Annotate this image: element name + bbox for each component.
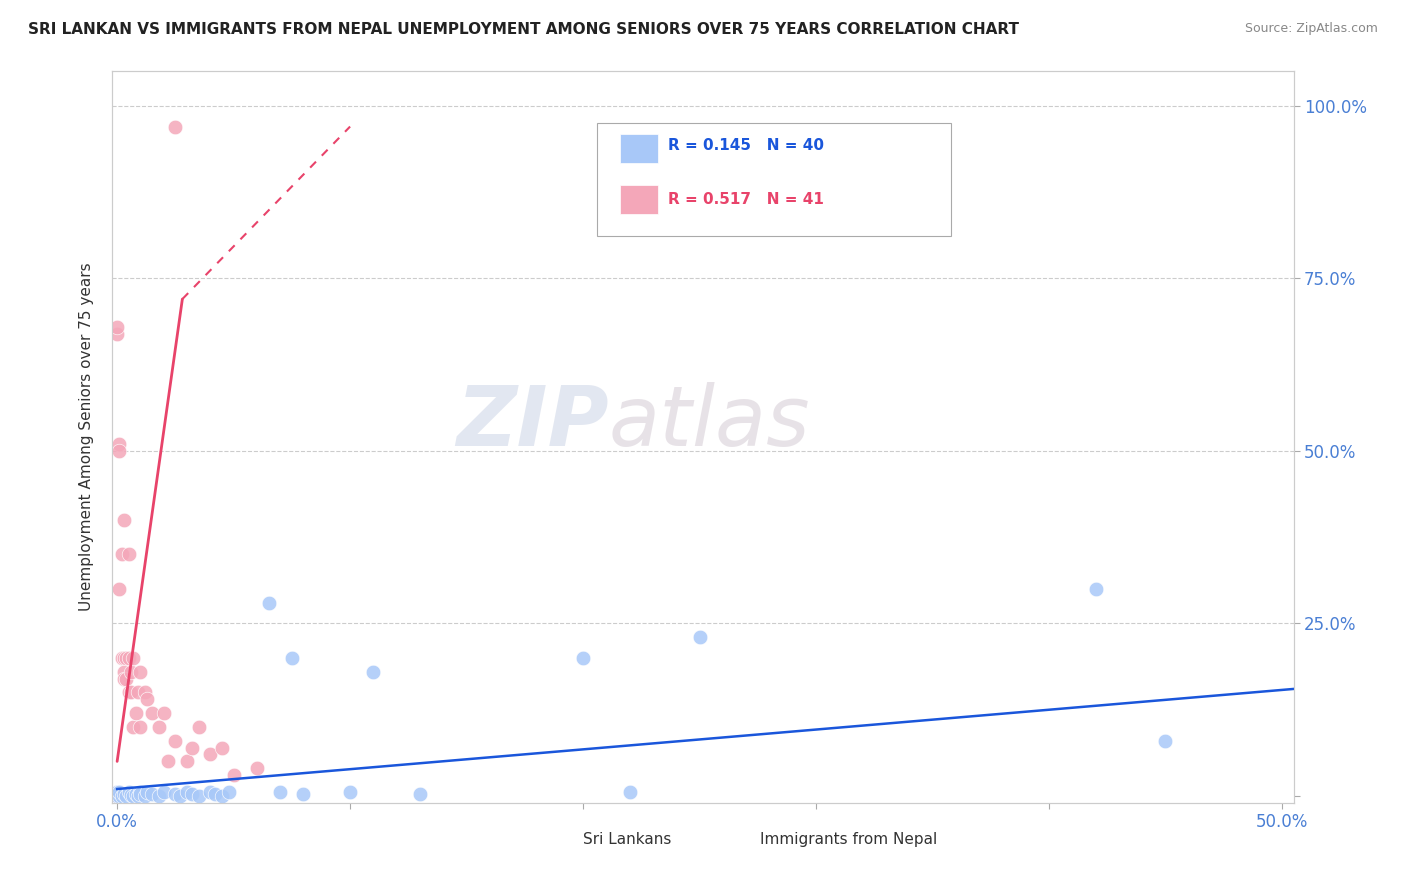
Text: R = 0.517   N = 41: R = 0.517 N = 41	[668, 192, 824, 207]
Point	[134, 685, 156, 699]
Point	[112, 513, 135, 527]
Text: ZIP: ZIP	[456, 382, 609, 463]
Point	[292, 787, 315, 801]
Point	[689, 630, 711, 644]
Point	[363, 665, 385, 679]
Point	[108, 789, 131, 803]
Text: Sri Lankans: Sri Lankans	[582, 832, 671, 847]
Point	[211, 740, 233, 755]
Point	[122, 651, 145, 665]
Y-axis label: Unemployment Among Seniors over 75 years: Unemployment Among Seniors over 75 years	[79, 263, 94, 611]
Point	[187, 720, 209, 734]
Point	[118, 685, 141, 699]
FancyBboxPatch shape	[620, 185, 658, 214]
Point	[165, 787, 187, 801]
Point	[1154, 733, 1177, 747]
Point	[180, 787, 202, 801]
Point	[141, 706, 163, 720]
Text: atlas: atlas	[609, 382, 810, 463]
Point	[115, 672, 138, 686]
Point	[619, 785, 641, 799]
Point	[148, 789, 170, 803]
Point	[112, 651, 135, 665]
Point	[111, 789, 134, 803]
Point	[157, 755, 180, 769]
Point	[222, 768, 245, 782]
Point	[125, 787, 148, 801]
Point	[108, 785, 131, 799]
Point	[127, 789, 149, 803]
Point	[165, 120, 187, 134]
Point	[120, 685, 142, 699]
Point	[108, 443, 131, 458]
Point	[122, 720, 145, 734]
Point	[112, 665, 135, 679]
Point	[257, 596, 280, 610]
FancyBboxPatch shape	[620, 134, 658, 163]
Point	[105, 785, 128, 799]
Point	[120, 665, 142, 679]
Text: SRI LANKAN VS IMMIGRANTS FROM NEPAL UNEMPLOYMENT AMONG SENIORS OVER 75 YEARS COR: SRI LANKAN VS IMMIGRANTS FROM NEPAL UNEM…	[28, 22, 1019, 37]
Point	[211, 789, 233, 803]
Point	[1084, 582, 1107, 596]
Point	[105, 319, 128, 334]
Point	[111, 651, 134, 665]
Point	[136, 785, 159, 799]
Point	[169, 789, 191, 803]
Point	[572, 651, 595, 665]
Point	[200, 747, 222, 762]
Point	[129, 665, 152, 679]
Text: Source: ZipAtlas.com: Source: ZipAtlas.com	[1244, 22, 1378, 36]
Point	[118, 651, 141, 665]
Point	[115, 651, 138, 665]
Point	[152, 706, 174, 720]
Point	[141, 787, 163, 801]
Text: Immigrants from Nepal: Immigrants from Nepal	[759, 832, 936, 847]
Point	[108, 785, 131, 799]
Point	[246, 761, 269, 775]
FancyBboxPatch shape	[544, 825, 576, 854]
Point	[176, 755, 198, 769]
Point	[120, 788, 142, 802]
Point	[105, 326, 128, 341]
Point	[108, 582, 131, 596]
Point	[269, 785, 291, 799]
Point	[180, 740, 202, 755]
Point	[129, 787, 152, 801]
Point	[187, 789, 209, 803]
Point	[108, 437, 131, 451]
Point	[134, 789, 156, 803]
Point	[152, 785, 174, 799]
Point	[118, 785, 141, 799]
Point	[111, 548, 134, 562]
Point	[281, 651, 304, 665]
Point	[112, 672, 135, 686]
Point	[129, 720, 152, 734]
Point	[176, 785, 198, 799]
Point	[105, 789, 128, 803]
Point	[409, 787, 432, 801]
Point	[148, 720, 170, 734]
Text: R = 0.145   N = 40: R = 0.145 N = 40	[668, 138, 824, 153]
Point	[200, 785, 222, 799]
Point	[218, 785, 240, 799]
FancyBboxPatch shape	[721, 825, 754, 854]
Point	[115, 789, 138, 803]
Point	[125, 706, 148, 720]
Point	[165, 733, 187, 747]
Point	[118, 548, 141, 562]
Point	[129, 785, 152, 799]
Point	[105, 785, 128, 799]
Point	[204, 787, 226, 801]
Point	[122, 789, 145, 803]
Point	[339, 785, 361, 799]
Point	[105, 789, 128, 803]
Point	[136, 692, 159, 706]
FancyBboxPatch shape	[596, 122, 950, 235]
Point	[127, 685, 149, 699]
Point	[112, 787, 135, 801]
